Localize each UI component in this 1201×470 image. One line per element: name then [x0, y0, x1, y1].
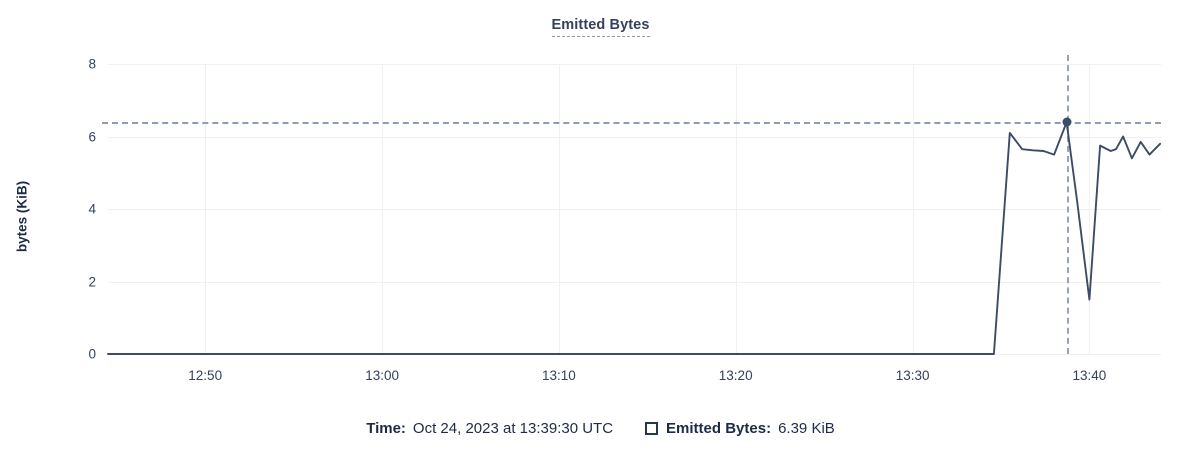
gridline-v-1320 [735, 64, 737, 354]
tooltip-footer: Time: Oct 24, 2023 at 13:39:30 UTC Emitt… [0, 420, 1201, 437]
y-axis-label: bytes (KiB) [14, 180, 30, 253]
x-tick-1330: 13:30 [895, 368, 930, 383]
y-tick-4: 4 [88, 201, 96, 217]
gridline-h-6 [108, 136, 1161, 138]
tooltip-series: Emitted Bytes: 6.39 KiB [645, 420, 835, 437]
x-tick-1320: 13:20 [718, 368, 753, 383]
gridline-h-4 [108, 209, 1161, 210]
x-tick-1340: 13:40 [1072, 368, 1107, 383]
gridline-h-8 [108, 64, 1161, 65]
reference-line-horizontal [102, 122, 1161, 125]
tooltip-time-value: Oct 24, 2023 at 13:39:30 UTC [412, 420, 614, 437]
y-tick-2: 2 [88, 274, 96, 289]
plot-area[interactable] [102, 55, 1162, 355]
x-tick-1300: 13:00 [365, 368, 399, 383]
gridline-v-1310 [558, 64, 560, 354]
y-tick-8: 8 [88, 56, 96, 72]
legend-swatch-icon [645, 422, 659, 435]
tooltip-time-label: Time: [366, 420, 406, 437]
tooltip-series-label: Emitted Bytes: [666, 420, 772, 437]
highlight-point-marker [1062, 117, 1072, 127]
gridline-v-1330 [912, 64, 914, 354]
tooltip-time: Time: Oct 24, 2023 at 13:39:30 UTC [366, 420, 613, 437]
y-tick-6: 6 [88, 129, 96, 144]
chart-title: Emitted Bytes [0, 17, 1201, 37]
gridline-v-1300 [382, 64, 384, 354]
tooltip-series-value: 6.39 KiB [778, 420, 835, 437]
x-tick-1310: 13:10 [541, 368, 576, 383]
x-axis-ticks: 12:50 13:00 13:10 13:20 13:30 13:40 [108, 368, 1161, 388]
gridline-v-1340 [1089, 64, 1091, 354]
chart-title-text: Emitted Bytes [551, 17, 650, 37]
series-line [107, 121, 1162, 355]
gridline-h-2 [108, 281, 1161, 283]
y-axis-ticks: 0 2 4 6 8 [48, 57, 96, 362]
y-tick-0: 0 [88, 346, 96, 362]
series-emitted-bytes [107, 121, 1162, 355]
crosshair-line-vertical [1066, 55, 1069, 354]
gridline-v-1250 [205, 64, 207, 354]
x-tick-1250: 12:50 [188, 368, 223, 383]
